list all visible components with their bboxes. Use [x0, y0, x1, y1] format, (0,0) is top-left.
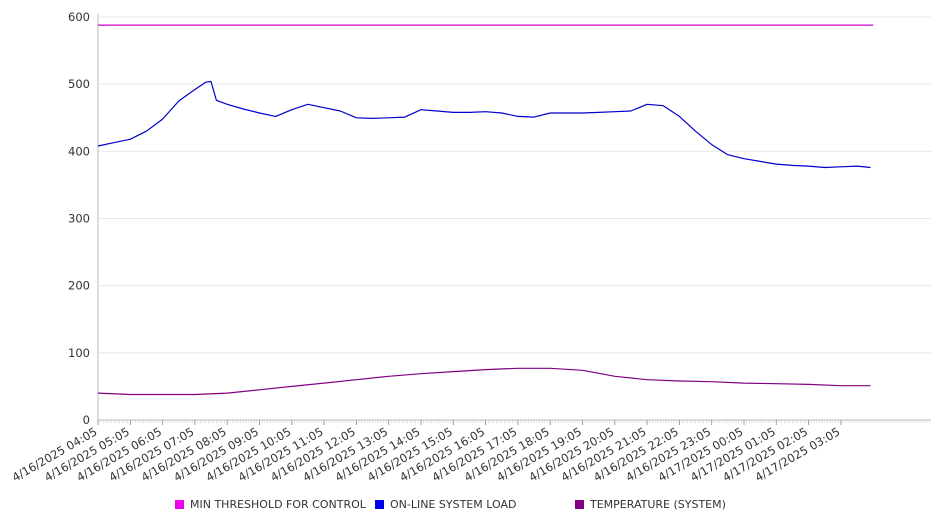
- x-axis: 4/16/2025 04:054/16/2025 05:054/16/2025 …: [10, 419, 931, 484]
- y-tick-label: 400: [68, 144, 90, 158]
- y-tick-label: 0: [83, 413, 90, 427]
- y-axis: 0 100 200 300 400 500 600: [68, 10, 99, 427]
- legend-label-temperature: TEMPERATURE (SYSTEM): [590, 498, 726, 511]
- legend-swatch-min-threshold: [175, 500, 184, 509]
- legend-swatch-system-load: [375, 500, 384, 509]
- legend-swatch-temperature: [575, 500, 584, 509]
- legend-label-system-load: ON-LINE SYSTEM LOAD: [390, 498, 517, 511]
- legend-item-system-load[interactable]: ON-LINE SYSTEM LOAD: [375, 498, 516, 511]
- y-tick-label: 300: [68, 212, 90, 226]
- legend: MIN THRESHOLD FOR CONTROL ON-LINE SYSTEM…: [0, 498, 946, 514]
- plot-area: [97, 24, 874, 396]
- legend-label-min-threshold: MIN THRESHOLD FOR CONTROL: [190, 498, 366, 511]
- series-line-1: [97, 80, 871, 169]
- legend-item-min-threshold[interactable]: MIN THRESHOLD FOR CONTROL: [175, 498, 366, 511]
- y-tick-label: 200: [68, 279, 90, 293]
- y-tick-label: 600: [68, 10, 90, 24]
- y-tick-label: 100: [68, 346, 90, 360]
- series-line-2: [97, 367, 871, 396]
- gridlines: [98, 16, 931, 421]
- legend-item-temperature[interactable]: TEMPERATURE (SYSTEM): [575, 498, 726, 511]
- y-tick-label: 500: [68, 77, 90, 91]
